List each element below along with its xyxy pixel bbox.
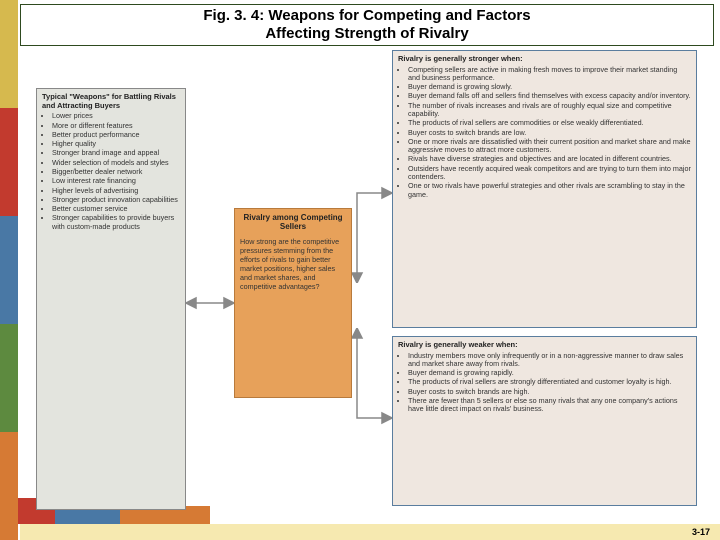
weaker-title: Rivalry is generally weaker when:: [398, 341, 691, 350]
list-item: Better customer service: [52, 205, 180, 213]
weapons-box: Typical "Weapons" for Battling Rivals an…: [36, 88, 186, 510]
list-item: Higher quality: [52, 140, 180, 148]
stronger-list: Competing sellers are active in making f…: [398, 66, 691, 199]
arrow-weapons-to-center: [186, 296, 234, 310]
center-text: How strong are the competitive pressures…: [240, 237, 346, 291]
list-item: The products of rival sellers are strong…: [408, 378, 691, 386]
list-item: More or different features: [52, 122, 180, 130]
list-item: Stronger product innovation capabilities: [52, 196, 180, 204]
list-item: Competing sellers are active in making f…: [408, 66, 691, 83]
figure-title-line2: Affecting Strength of Rivalry: [21, 25, 713, 43]
arrow-center-to-stronger: [352, 183, 392, 283]
list-item: There are fewer than 5 sellers or else s…: [408, 397, 691, 414]
figure-title-line1: Fig. 3. 4: Weapons for Competing and Fac…: [21, 7, 713, 25]
footer-bar: 3-17: [20, 524, 720, 540]
list-item: Stronger brand image and appeal: [52, 149, 180, 157]
stronger-title: Rivalry is generally stronger when:: [398, 55, 691, 64]
list-item: One or two rivals have powerful strategi…: [408, 182, 691, 199]
list-item: Better product performance: [52, 131, 180, 139]
list-item: Buyer demand is growing rapidly.: [408, 369, 691, 377]
list-item: Rivals have diverse strategies and objec…: [408, 155, 691, 163]
list-item: Industry members move only infrequently …: [408, 352, 691, 369]
page-number: 3-17: [692, 527, 710, 537]
diagram-area: Typical "Weapons" for Battling Rivals an…: [22, 48, 714, 520]
left-color-stripe: [0, 0, 18, 540]
list-item: The products of rival sellers are commod…: [408, 119, 691, 127]
list-item: Buyer costs to switch brands are high.: [408, 388, 691, 396]
arrow-center-to-weaker: [352, 328, 392, 428]
weapons-list: Lower pricesMore or different featuresBe…: [42, 112, 180, 231]
list-item: Outsiders have recently acquired weak co…: [408, 165, 691, 182]
center-title: Rivalry among Competing Sellers: [240, 213, 346, 231]
list-item: Bigger/better dealer network: [52, 168, 180, 176]
list-item: Buyer demand falls off and sellers find …: [408, 92, 691, 100]
list-item: Buyer costs to switch brands are low.: [408, 129, 691, 137]
center-rivalry-box: Rivalry among Competing Sellers How stro…: [234, 208, 352, 398]
list-item: Lower prices: [52, 112, 180, 120]
weaker-list: Industry members move only infrequently …: [398, 352, 691, 414]
list-item: Higher levels of advertising: [52, 187, 180, 195]
list-item: Stronger capabilities to provide buyers …: [52, 214, 180, 231]
list-item: The number of rivals increases and rival…: [408, 102, 691, 119]
stronger-box: Rivalry is generally stronger when: Comp…: [392, 50, 697, 328]
list-item: Wider selection of models and styles: [52, 159, 180, 167]
weaker-box: Rivalry is generally weaker when: Indust…: [392, 336, 697, 506]
list-item: One or more rivals are dissatisfied with…: [408, 138, 691, 155]
list-item: Buyer demand is growing slowly.: [408, 83, 691, 91]
list-item: Low interest rate financing: [52, 177, 180, 185]
weapons-title: Typical "Weapons" for Battling Rivals an…: [42, 93, 180, 110]
figure-title: Fig. 3. 4: Weapons for Competing and Fac…: [20, 4, 714, 46]
